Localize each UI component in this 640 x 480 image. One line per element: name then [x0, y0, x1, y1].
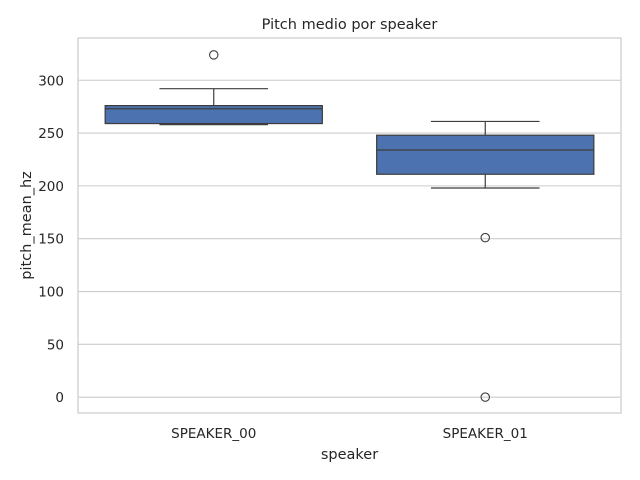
y-tick-label: 100 — [38, 285, 64, 301]
x-tick-label: SPEAKER_00 — [171, 426, 256, 442]
y-tick-label: 300 — [38, 73, 64, 89]
y-tick-label: 250 — [38, 126, 64, 142]
y-tick-label: 150 — [38, 232, 64, 248]
outlier-point — [480, 232, 490, 243]
outlier-point — [209, 50, 219, 60]
x-tick-label: SPEAKER_01 — [443, 426, 528, 442]
y-tick-label: 0 — [55, 390, 64, 406]
box-group — [376, 120, 595, 402]
box-iqr — [104, 105, 323, 125]
tick-layer: 0 50 100 150 200 250 300 SPEAKER_00 SPEAKER_01 — [38, 73, 528, 442]
box-iqr — [376, 134, 595, 175]
outlier-point — [480, 392, 490, 402]
plot-frame — [77, 37, 622, 414]
box-layer — [104, 50, 595, 402]
box-group — [104, 50, 323, 126]
x-axis-label: speaker — [321, 447, 378, 463]
chart-title: Pitch medio por speaker — [262, 17, 438, 33]
y-axis-label: pitch_mean_hz — [19, 171, 35, 280]
y-tick-label: 200 — [38, 179, 64, 195]
y-tick-label: 50 — [47, 337, 64, 353]
grid-layer — [78, 79, 621, 398]
